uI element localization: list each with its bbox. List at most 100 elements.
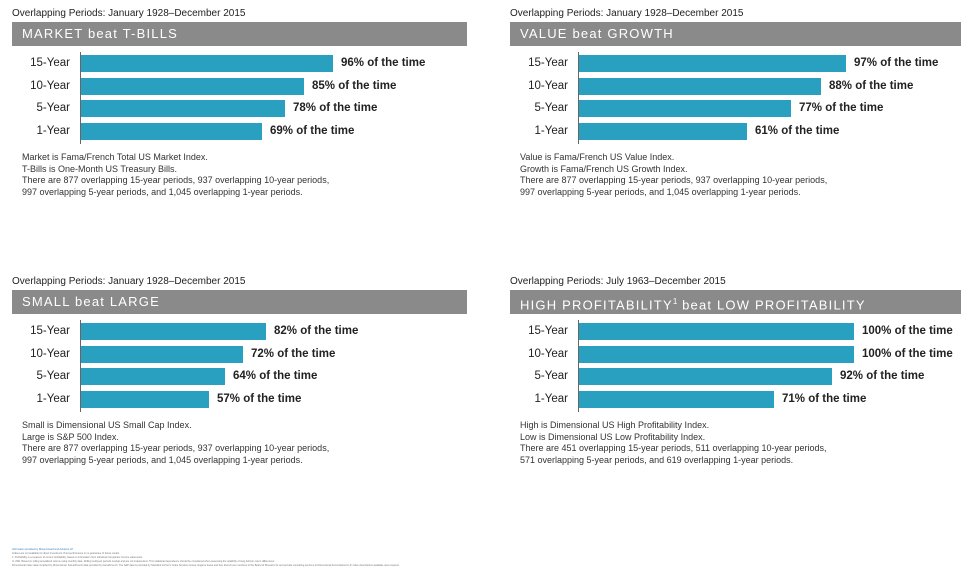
period-label: Overlapping Periods: January 1928–Decemb… — [12, 276, 246, 287]
y-tick-label: 1-Year — [534, 124, 568, 137]
footnote-line: Information provided by Dimensional Fund… — [12, 548, 74, 551]
y-tick-label: 5-Year — [534, 370, 568, 382]
data-label: 100% of the time — [862, 347, 953, 360]
chart-notes: High is Dimensional US High Profitabilit… — [520, 420, 961, 466]
bar — [81, 345, 243, 363]
y-tick-label: 1-Year — [36, 124, 70, 137]
footnote-line: Indices are not available for direct inv… — [12, 552, 120, 555]
bar — [81, 55, 333, 72]
note-line: High is Dimensional US High Profitabilit… — [520, 420, 710, 430]
y-tick-label: 5-Year — [36, 370, 70, 382]
y-axis-line — [578, 320, 579, 412]
data-label: 85% of the time — [312, 79, 397, 92]
note-line: There are 877 overlapping 15-year period… — [22, 443, 330, 454]
bar — [579, 100, 791, 117]
bar — [81, 122, 262, 140]
bar — [81, 100, 285, 117]
bar — [579, 323, 854, 340]
data-label: 78% of the time — [293, 102, 378, 114]
chart-title: VALUE beat GROWTH — [510, 22, 961, 46]
y-tick-label: 10-Year — [528, 347, 568, 360]
chart-notes: Small is Dimensional US Small Cap Index.… — [22, 420, 472, 466]
data-label: 77% of the time — [799, 102, 884, 114]
y-tick-label: 1-Year — [36, 392, 70, 405]
bar — [81, 368, 225, 385]
note-line: Value is Fama/French US Value Index. — [520, 152, 675, 162]
y-tick-label: 10-Year — [528, 79, 568, 92]
note-line: 997 overlapping 5-year periods, and 1,04… — [22, 454, 303, 465]
bar — [579, 122, 747, 140]
y-tick-label: 5-Year — [36, 102, 70, 114]
note-line: There are 451 overlapping 15-year period… — [520, 443, 827, 454]
note-line: There are 877 overlapping 15-year period… — [520, 175, 828, 186]
chart-panel-high-vs-low-profitability: Overlapping Periods: July 1963–December … — [510, 276, 961, 466]
y-tick-label: 15-Year — [528, 325, 568, 337]
bar-chart: 15-Year 97% of the time 10-Year 88% of the … — [510, 52, 961, 144]
note-line: Growth is Fama/French US Growth Index. — [520, 163, 688, 174]
note-line: 997 overlapping 5-year periods, and 1,04… — [22, 186, 303, 197]
y-tick-label: 1-Year — [534, 392, 568, 405]
y-tick-label: 10-Year — [30, 347, 70, 360]
bar — [81, 323, 266, 340]
bar — [579, 77, 821, 95]
chart-panel-market-vs-tbills: Overlapping Periods: January 1928–Decemb… — [12, 8, 472, 198]
chart-notes: Market is Fama/French Total US Market In… — [22, 152, 472, 198]
chart-title-text-rest: beat LOW PROFITABILITY — [677, 297, 866, 313]
chart-title-text: MARKET beat T-BILLS — [22, 26, 178, 41]
bar — [579, 368, 832, 385]
y-tick-label: 15-Year — [30, 57, 70, 69]
note-line: There are 877 overlapping 15-year period… — [22, 175, 330, 186]
note-line: 997 overlapping 5-year periods, and 1,04… — [520, 186, 801, 197]
y-tick-label: 10-Year — [30, 79, 70, 92]
chart-title-text: SMALL beat LARGE — [22, 294, 160, 309]
note-line: Low is Dimensional US Low Profitability … — [520, 431, 706, 442]
chart-panel-value-vs-growth: Overlapping Periods: January 1928–Decemb… — [510, 8, 961, 198]
bar — [579, 390, 774, 408]
chart-title: SMALL beat LARGE — [12, 290, 467, 314]
note-line: T-Bills is One-Month US Treasury Bills. — [22, 163, 178, 174]
data-label: 82% of the time — [274, 325, 359, 337]
data-label: 92% of the time — [840, 370, 925, 382]
data-label: 96% of the time — [341, 57, 426, 69]
period-label: Overlapping Periods: January 1928–Decemb… — [12, 8, 246, 19]
footnote-line: Dimensional index data compiled by Dimen… — [12, 564, 400, 567]
data-label: 88% of the time — [829, 79, 914, 92]
note-line: 571 overlapping 5-year periods, and 619 … — [520, 454, 794, 465]
y-axis-line — [578, 52, 579, 144]
bar — [579, 55, 846, 72]
footnotes: Information provided by Dimensional Fund… — [12, 548, 572, 568]
footnote-line: In USD. Based on rolling annualized retu… — [12, 560, 275, 563]
note-line: Market is Fama/French Total US Market In… — [22, 152, 208, 162]
bar-chart: 15-Year 100% of the time 10-Year 100% of th… — [510, 320, 961, 412]
chart-notes: Value is Fama/French US Value Index. Grow… — [520, 152, 961, 198]
chart-panel-small-vs-large: Overlapping Periods: January 1928–Decemb… — [12, 276, 472, 466]
bar — [81, 77, 304, 95]
data-label: 61% of the time — [755, 124, 840, 137]
bar-chart: 15-Year 96% of the time 10-Year 85% of the … — [12, 52, 472, 144]
y-tick-label: 15-Year — [30, 325, 70, 337]
data-label: 57% of the time — [217, 392, 302, 405]
period-label: Overlapping Periods: January 1928–Decemb… — [510, 8, 744, 19]
chart-title-text: HIGH PROFITABILITY — [520, 297, 673, 313]
y-tick-label: 15-Year — [528, 57, 568, 69]
note-line: Small is Dimensional US Small Cap Index. — [22, 420, 192, 430]
y-axis-line — [80, 320, 81, 412]
y-tick-label: 5-Year — [534, 102, 568, 114]
data-label: 97% of the time — [854, 57, 939, 69]
data-label: 64% of the time — [233, 370, 318, 382]
chart-title: MARKET beat T-BILLS — [12, 22, 467, 46]
data-label: 71% of the time — [782, 392, 867, 405]
y-axis-line — [80, 52, 81, 144]
data-label: 72% of the time — [251, 347, 336, 360]
footnote-line: 1. Profitability is a measure of current… — [12, 556, 143, 559]
chart-title-text: VALUE beat GROWTH — [520, 26, 674, 41]
chart-title-footnote-marker: 1 — [672, 297, 678, 306]
note-line: Large is S&P 500 Index. — [22, 431, 119, 442]
bar — [579, 345, 854, 363]
period-label: Overlapping Periods: July 1963–December … — [510, 276, 726, 287]
chart-title: HIGH PROFITABILITY1 beat LOW PROFITABILI… — [510, 290, 961, 314]
bar — [81, 390, 209, 408]
data-label: 69% of the time — [270, 124, 355, 137]
bar-chart: 15-Year 82% of the time 10-Year 72% of the … — [12, 320, 472, 412]
data-label: 100% of the time — [862, 325, 953, 337]
